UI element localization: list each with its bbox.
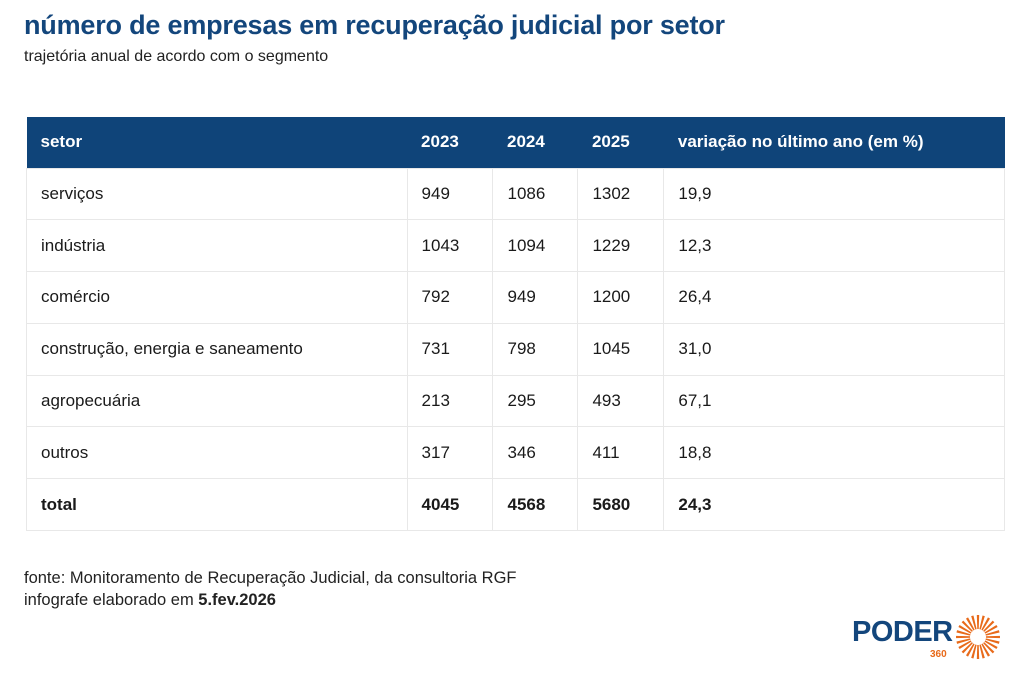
cell-2025: 493	[577, 374, 665, 428]
column-header-2024: 2024	[492, 117, 578, 168]
cell-2024: 1094	[492, 219, 579, 273]
cell-setor: agropecuária	[26, 374, 408, 428]
cell-variacao: 26,4	[663, 271, 1005, 324]
sun-ray	[961, 620, 973, 632]
cell-variacao: 67,1	[663, 374, 1005, 428]
cell-2023: 4045	[406, 478, 494, 532]
column-header-variacao: variação no último ano (em %)	[663, 117, 1005, 168]
sun-ray	[958, 624, 972, 634]
sun-ray	[958, 640, 972, 650]
sun-ray	[981, 643, 991, 657]
cell-2024: 295	[492, 374, 579, 428]
cell-setor: total	[26, 478, 408, 532]
sun-ray	[985, 630, 1000, 636]
sun-ray	[976, 644, 980, 659]
cell-2024: 1086	[492, 167, 579, 221]
cell-variacao: 12,3	[663, 219, 1005, 273]
cell-2025: 1229	[577, 219, 665, 273]
cell-setor: serviços	[26, 167, 408, 221]
sun-ray	[971, 615, 977, 630]
cell-2025: 411	[577, 426, 665, 480]
logo-wordmark: PODER	[852, 616, 953, 648]
sun-ray	[984, 640, 998, 650]
cell-2023: 1043	[406, 219, 494, 273]
page-subtitle: trajetória anual de acordo com o segment…	[24, 48, 329, 65]
data-table: setor 2023 2024 2025 variação no último …	[26, 117, 1005, 532]
table-row: agropecuária 213 295 493 67,1	[26, 374, 1005, 428]
sun-ray	[983, 642, 995, 654]
sun-ray	[979, 644, 985, 659]
cell-2023: 949	[406, 167, 494, 221]
sun-ray	[971, 644, 977, 659]
sun-ray	[983, 620, 995, 632]
sun-icon	[956, 615, 1000, 659]
table-row: serviços 949 1086 1302 19,9	[26, 167, 1005, 221]
sun-ray	[981, 617, 991, 631]
cell-2023: 213	[406, 374, 494, 428]
cell-2023: 317	[406, 426, 494, 480]
made-note: infografe elaborado em 5.fev.2026	[24, 589, 517, 611]
footer-notes: fonte: Monitoramento de Recuperação Judi…	[24, 567, 517, 611]
sun-ray	[956, 638, 971, 644]
table-header-row: setor 2023 2024 2025 variação no último …	[26, 117, 1005, 168]
cell-setor: indústria	[26, 219, 408, 273]
cell-2024: 949	[492, 271, 579, 324]
cell-2025: 1045	[577, 322, 665, 376]
sun-ray	[985, 635, 1000, 639]
cell-2024: 798	[492, 322, 579, 376]
sun-ray	[965, 617, 975, 631]
table-row: outros 317 346 411 18,8	[26, 426, 1005, 480]
made-prefix: infografe elaborado em	[24, 591, 199, 609]
table-row: comércio 792 949 1200 26,4	[26, 271, 1005, 324]
table-row: indústria 1043 1094 1229 12,3	[26, 219, 1005, 273]
sun-ray	[984, 624, 998, 634]
sun-ray	[979, 615, 985, 630]
sun-ray	[956, 635, 971, 639]
column-header-2023: 2023	[407, 117, 493, 168]
column-header-2025: 2025	[577, 117, 664, 168]
source-note: fonte: Monitoramento de Recuperação Judi…	[24, 569, 517, 587]
cell-2024: 346	[492, 426, 579, 480]
cell-variacao: 18,8	[663, 426, 1005, 480]
poder360-logo: PODER 360	[852, 614, 1002, 664]
made-date: 5.fev.2026	[198, 591, 276, 609]
cell-setor: comércio	[26, 271, 408, 324]
cell-2023: 792	[406, 271, 494, 324]
cell-setor: outros	[26, 426, 408, 480]
logo-number: 360	[930, 649, 947, 660]
cell-variacao: 31,0	[663, 322, 1005, 376]
sun-ray	[976, 615, 980, 630]
table-total-row: total 4045 4568 5680 24,3	[26, 478, 1005, 532]
cell-variacao: 19,9	[663, 167, 1005, 221]
cell-2025: 5680	[577, 478, 665, 532]
cell-setor: construção, energia e saneamento	[26, 322, 408, 376]
cell-2025: 1302	[577, 167, 665, 221]
cell-2023: 731	[406, 322, 494, 376]
sun-ray	[956, 630, 971, 636]
sun-ray	[965, 643, 975, 657]
cell-2025: 1200	[577, 271, 665, 324]
cell-variacao: 24,3	[663, 478, 1005, 532]
cell-2024: 4568	[492, 478, 579, 532]
sun-ray	[961, 642, 973, 654]
table-row: construção, energia e saneamento 731 798…	[26, 322, 1005, 376]
column-header-setor: setor	[26, 117, 408, 168]
page-title: número de empresas em recuperação judici…	[24, 10, 725, 40]
sun-ray	[985, 638, 1000, 644]
